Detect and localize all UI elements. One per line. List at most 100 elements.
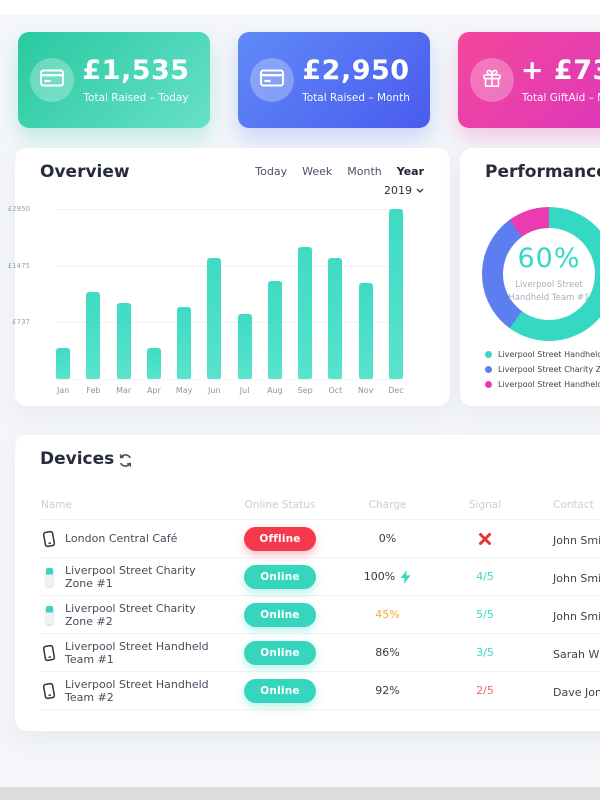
- contact-cell: Sarah Williams: [530, 643, 600, 662]
- bar-chart-plot: £2950 £1475 £737: [8, 205, 401, 380]
- legend-item: Liverpool Street Handheld Team #1: [485, 350, 600, 359]
- status-cell: Online: [225, 602, 335, 627]
- refresh-icon[interactable]: [118, 453, 133, 468]
- table-row[interactable]: Liverpool Street Charity Zone #1 Online 10…: [40, 558, 600, 596]
- tab-year[interactable]: Year: [396, 165, 424, 178]
- legend-label: Liverpool Street Charity Zone #1: [498, 365, 600, 374]
- devices-title: Devices: [40, 449, 115, 469]
- stat-card-total-raised-month: £2,950 Total Raised – Month: [238, 32, 430, 128]
- status-cell: Online: [225, 640, 335, 665]
- donut-chart: 60% Liverpool Street Handheld Team #1: [482, 207, 600, 341]
- devices-table: Name Online Status Charge Signal Contact…: [40, 491, 600, 710]
- stat-amount: + £737: [520, 54, 600, 86]
- devices-card: Devices Name Online Status Charge Signal…: [15, 435, 600, 731]
- signal-value: 2/5: [476, 684, 494, 697]
- contact-name: John Smith: [553, 610, 600, 623]
- device-name-cell: Liverpool Street Charity Zone #2: [40, 602, 225, 628]
- donut-center: 60% Liverpool Street Handheld Team #1: [503, 228, 595, 320]
- bar-column-sep: [290, 209, 320, 379]
- bar-jan: [56, 347, 71, 379]
- stat-card-total-raised-today: £1,535 Total Raised – Today: [18, 32, 210, 128]
- table-row[interactable]: Liverpool Street Charity Zone #2 Online 45…: [40, 596, 600, 634]
- legend-dot-icon: [485, 381, 492, 388]
- year-dropdown[interactable]: 2019: [384, 184, 424, 197]
- status-cell: Online: [225, 678, 335, 703]
- x-axis-label-feb: Feb: [86, 386, 101, 395]
- tab-week[interactable]: Week: [302, 165, 333, 178]
- icon-circle: [250, 58, 294, 102]
- contact-name: Dave Jones: [553, 686, 600, 699]
- x-axis-label-nov: Nov: [357, 386, 374, 395]
- bar-column-dec: [381, 209, 411, 379]
- gift-icon: [481, 67, 503, 93]
- bar-column-nov: [351, 209, 381, 379]
- contact-name: John Smith: [553, 572, 600, 585]
- status-badge: Offline: [244, 526, 316, 551]
- header-charge: Charge: [368, 499, 407, 511]
- charge-cell: 0%: [335, 532, 440, 545]
- bar-aug: [267, 280, 282, 379]
- top-strip: [0, 0, 600, 15]
- gridline: [56, 322, 401, 324]
- x-axis-baseline: [56, 379, 401, 380]
- table-row[interactable]: Liverpool Street Handheld Team #1 Online 8…: [40, 634, 600, 672]
- status-badge: Online: [244, 564, 316, 589]
- credit-card-icon: [260, 69, 284, 91]
- bar-dec: [388, 209, 403, 379]
- x-axis-label-mar: Mar: [116, 386, 132, 395]
- header-name: Name: [41, 499, 72, 511]
- phone-icon: [41, 643, 57, 662]
- chevron-down-icon: [416, 188, 424, 193]
- device-name-cell: Liverpool Street Handheld Team #2: [40, 678, 225, 704]
- x-axis-label-jan: Jan: [56, 386, 70, 395]
- donut-percentage: 60%: [517, 243, 581, 274]
- device-name: Liverpool Street Charity Zone #1: [65, 563, 196, 590]
- bar-chart: [48, 209, 411, 379]
- device-name: Liverpool Street Charity Zone #2: [65, 601, 196, 628]
- bar-mar: [116, 303, 131, 379]
- signal-cell: 4/5: [440, 570, 530, 583]
- bar-column-may: [169, 209, 199, 379]
- device-name: Liverpool Street Handheld Team #2: [65, 677, 209, 704]
- x-axis-label-aug: Aug: [267, 386, 283, 395]
- device-name: Liverpool Street Handheld Team #1: [65, 639, 209, 666]
- tab-today[interactable]: Today: [255, 165, 288, 178]
- charge-cell: 45%: [335, 608, 440, 621]
- icon-circle: [30, 58, 74, 102]
- phone-icon: [41, 681, 57, 700]
- stat-amount: £1,535: [82, 54, 190, 86]
- device-name-cell: London Central Café: [40, 529, 225, 548]
- charge-value: 86%: [375, 646, 400, 659]
- charge-value: 92%: [375, 684, 400, 697]
- bar-jul: [237, 313, 252, 379]
- contact-cell: Dave Jones: [530, 681, 600, 700]
- bar-column-aug: [260, 209, 290, 379]
- x-axis-label-may: May: [175, 386, 193, 395]
- legend-item: Liverpool Street Charity Zone #1: [485, 365, 600, 374]
- charge-cell: 100%: [335, 569, 440, 584]
- contact-cell: John Smith: [530, 605, 600, 624]
- kiosk-shape: [45, 605, 53, 624]
- signal-value: 5/5: [476, 608, 494, 621]
- bar-feb: [86, 291, 101, 379]
- bottom-bar: [0, 787, 600, 800]
- tab-month[interactable]: Month: [347, 165, 382, 178]
- stat-amount: £2,950: [302, 54, 410, 86]
- contact-name: Sarah Williams: [553, 648, 600, 661]
- x-icon: [478, 532, 492, 546]
- x-axis-label-oct: Oct: [328, 386, 343, 395]
- bar-sep: [298, 247, 313, 379]
- header-signal: Signal: [468, 499, 502, 511]
- bar-chart-x-axis: Jan Feb Mar Apr May Jun Jul Aug Sep Oct Nov Dec: [48, 386, 411, 395]
- x-axis-label-apr: Apr: [146, 386, 161, 395]
- charge-value: 45%: [375, 608, 400, 621]
- table-row[interactable]: London Central Café Offline 0% John Smith: [40, 520, 600, 558]
- bar-column-apr: [139, 209, 169, 379]
- stat-label: Total GiftAid – Month: [521, 91, 600, 104]
- header-status: Online Status: [244, 499, 316, 511]
- stat-label: Total Raised – Month: [302, 91, 410, 104]
- header-contact: Contact: [553, 499, 594, 511]
- performance-card: Performance 60% Liverpool Street Handhel…: [460, 148, 600, 406]
- table-row[interactable]: Liverpool Street Handheld Team #2 Online 9…: [40, 672, 600, 710]
